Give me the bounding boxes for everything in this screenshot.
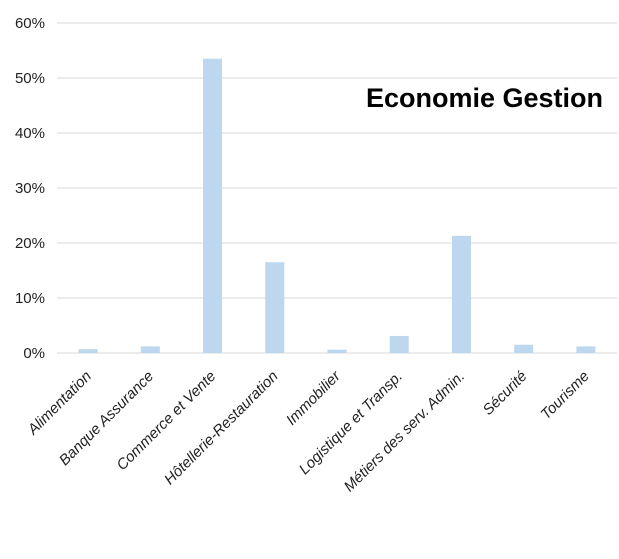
y-tick-label: 20% — [15, 235, 45, 252]
x-category-label: Sécurité — [480, 368, 531, 419]
y-tick-label: 30% — [15, 180, 45, 197]
x-category-label: Hôtellerie-Restauration — [161, 368, 281, 488]
y-tick-label: 0% — [23, 345, 45, 362]
gridlines — [57, 22, 617, 354]
y-tick-label: 10% — [15, 290, 45, 307]
bar-5 — [389, 335, 409, 353]
x-category-label: Tourisme — [537, 368, 592, 423]
bar-6 — [451, 235, 471, 353]
bar-7 — [514, 344, 534, 353]
y-tick-label: 60% — [15, 15, 45, 32]
chart-title: Economie Gestion — [366, 83, 603, 113]
x-category-label: Immobilier — [283, 367, 345, 429]
bar-3 — [265, 262, 285, 353]
y-tick-label: 50% — [15, 70, 45, 87]
bar-2 — [203, 58, 223, 353]
y-axis-tick-labels: 0% 10% 20% 30% 40% 50% 60% — [15, 15, 45, 362]
x-category-label: Logistique et Transp. — [296, 368, 406, 478]
bars — [78, 58, 596, 353]
bar-8 — [576, 346, 596, 353]
bar-0 — [78, 349, 98, 353]
bar-4 — [327, 349, 347, 353]
x-category-label: Métiers des serv. Admin. — [341, 368, 469, 496]
y-tick-label: 40% — [15, 125, 45, 142]
bar-1 — [140, 346, 160, 353]
